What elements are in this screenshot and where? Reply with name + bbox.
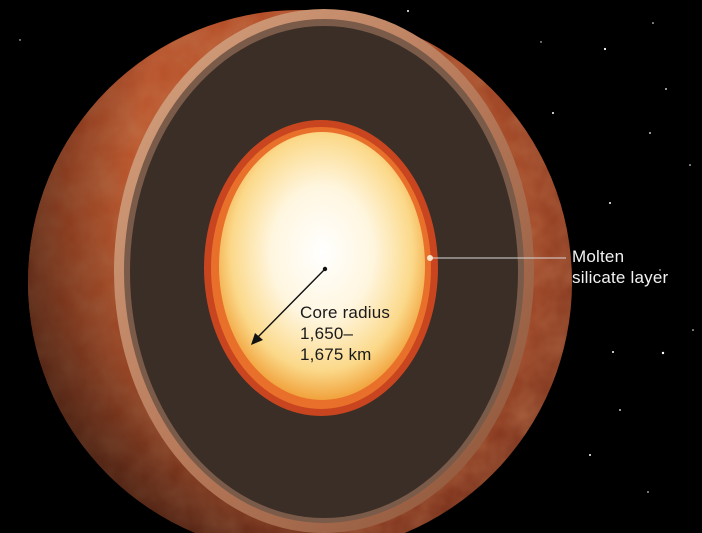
- molten-annotation-line: [427, 255, 566, 261]
- core-label-line1: Core radius: [300, 303, 391, 322]
- core-label-line2: 1,650–: [300, 324, 354, 343]
- core-radius-arrow: [251, 266, 328, 345]
- molten-label-line1: Molten: [572, 247, 625, 266]
- molten-label-line2: silicate layer: [572, 268, 669, 287]
- core-radius-label: Core radius 1,650– 1,675 km: [300, 302, 390, 365]
- molten-pointer-dot: [427, 255, 433, 261]
- core-label-line3: 1,675 km: [300, 345, 372, 364]
- molten-silicate-label: Molten silicate layer: [572, 246, 668, 288]
- core: [219, 132, 425, 400]
